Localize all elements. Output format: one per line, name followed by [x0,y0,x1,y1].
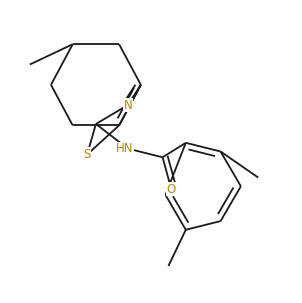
Text: N: N [124,98,132,112]
Text: O: O [167,183,176,196]
Text: HN: HN [116,142,134,155]
Text: S: S [84,148,91,161]
